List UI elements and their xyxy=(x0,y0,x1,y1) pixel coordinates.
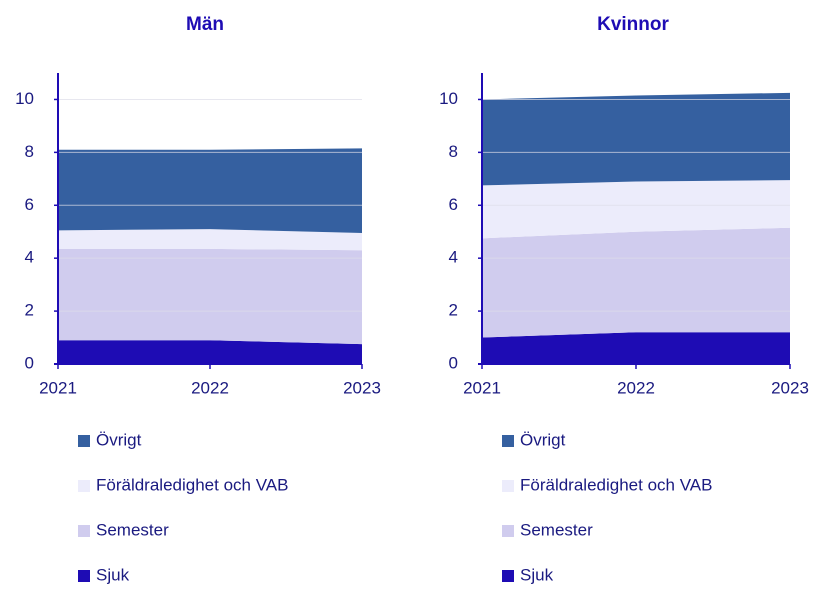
area xyxy=(482,332,790,364)
y-tick-label: 10 xyxy=(15,89,34,108)
x-tick-label: 2021 xyxy=(463,378,501,397)
legend-label: Övrigt xyxy=(520,430,566,449)
legend-swatch xyxy=(502,570,514,582)
y-tick-label: 8 xyxy=(25,142,34,161)
y-tick-label: 4 xyxy=(25,248,34,267)
y-tick-label: 0 xyxy=(449,353,458,372)
legend-label: Sjuk xyxy=(96,565,130,584)
y-tick-label: 4 xyxy=(449,248,458,267)
legend-swatch xyxy=(78,435,90,447)
y-tick-label: 2 xyxy=(449,301,458,320)
area xyxy=(58,148,362,234)
legend-label: Sjuk xyxy=(520,565,554,584)
x-tick-label: 2021 xyxy=(39,378,77,397)
y-tick-label: 2 xyxy=(25,301,34,320)
legend-label: Övrigt xyxy=(96,430,142,449)
x-tick-label: 2023 xyxy=(771,378,809,397)
legend-swatch xyxy=(502,480,514,492)
legend-swatch xyxy=(78,525,90,537)
x-tick-label: 2022 xyxy=(617,378,655,397)
legend-label: Föräldraledighet och VAB xyxy=(96,475,288,494)
legend-swatch xyxy=(78,570,90,582)
y-tick-label: 10 xyxy=(439,89,458,108)
chart-title: Kvinnor xyxy=(597,14,669,35)
area xyxy=(482,227,790,338)
area xyxy=(58,340,362,364)
legend-swatch xyxy=(502,525,514,537)
legend-label: Föräldraledighet och VAB xyxy=(520,475,712,494)
area xyxy=(482,92,790,186)
y-tick-label: 6 xyxy=(25,195,34,214)
area xyxy=(58,229,362,251)
chart-title: Män xyxy=(186,14,224,35)
x-tick-label: 2022 xyxy=(191,378,229,397)
legend-swatch xyxy=(502,435,514,447)
y-tick-label: 8 xyxy=(449,142,458,161)
legend-label: Semester xyxy=(520,520,593,539)
x-tick-label: 2023 xyxy=(343,378,381,397)
y-tick-label: 0 xyxy=(25,353,34,372)
area xyxy=(482,180,790,239)
y-tick-label: 6 xyxy=(449,195,458,214)
legend-label: Semester xyxy=(96,520,169,539)
legend-swatch xyxy=(78,480,90,492)
area xyxy=(58,248,362,345)
